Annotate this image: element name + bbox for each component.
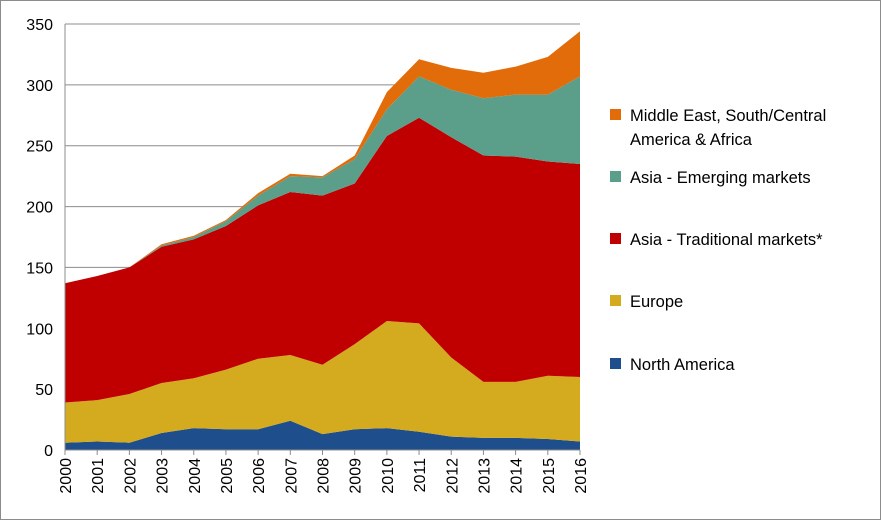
area-asia-emerging-markets (65, 76, 580, 284)
x-tick-label: 2008 (316, 458, 333, 494)
y-tick-label: 150 (26, 260, 53, 277)
x-tick-label: 2014 (509, 458, 526, 494)
y-tick-label: 0 (44, 443, 53, 460)
legend-item-asia-traditional-markets: Asia - Traditional markets* (610, 228, 875, 252)
x-tick-label: 2004 (187, 458, 204, 494)
x-tick-label: 2000 (58, 458, 75, 494)
legend-item-asia-emerging-markets: Asia - Emerging markets (610, 166, 875, 190)
legend-label: North America (630, 356, 735, 374)
legend-label: Europe (630, 293, 684, 311)
legend-item-europe: Europe (610, 290, 875, 314)
y-tick-label: 250 (26, 139, 53, 156)
x-tick-label: 2007 (283, 458, 300, 494)
x-tick-label: 2016 (573, 458, 590, 494)
legend-item-middle-east-south-central-america-africa: Middle East, South/Central America & Afr… (610, 104, 875, 152)
x-tick-label: 2002 (122, 458, 139, 494)
area-north-america (65, 420, 580, 450)
x-tick-label: 2012 (444, 458, 461, 494)
x-tick-label: 2005 (219, 458, 236, 494)
x-tick-labels: 2000 2001 2002 2003 2004 2005 2006 2007 2008 2009… (58, 450, 590, 494)
x-tick-label: 2003 (155, 458, 172, 494)
y-tick-label: 350 (26, 17, 53, 34)
legend-item-north-america: North America (610, 353, 875, 377)
legend-swatch (610, 233, 621, 244)
x-tick-label: 2001 (90, 458, 107, 494)
area-europe (65, 320, 580, 443)
y-tick-labels: 0 50 100 150 200 250 300 350 (26, 17, 53, 460)
legend-label: Asia - Emerging markets (630, 169, 811, 187)
legend-swatch (610, 171, 621, 182)
y-tick-label: 100 (26, 321, 53, 338)
x-tick-label: 2009 (348, 458, 365, 494)
x-tick-label: 2011 (412, 458, 429, 493)
x-tick-label: 2015 (541, 458, 558, 494)
y-tick-label: 50 (35, 382, 53, 399)
y-tick-label: 200 (26, 200, 53, 217)
area-series (65, 31, 580, 450)
x-tick-label: 2013 (476, 458, 493, 494)
legend-label: Asia - Traditional markets* (630, 231, 823, 249)
y-tick-label: 300 (26, 78, 53, 95)
legend-swatch (610, 109, 621, 120)
legend-swatch (610, 295, 621, 306)
x-tick-label: 2010 (380, 458, 397, 494)
area-asia-traditional-markets (65, 117, 580, 403)
legend-label: Middle East, South/Central America & Afr… (630, 107, 827, 149)
legend-swatch (610, 358, 621, 369)
x-tick-label: 2006 (251, 458, 268, 494)
